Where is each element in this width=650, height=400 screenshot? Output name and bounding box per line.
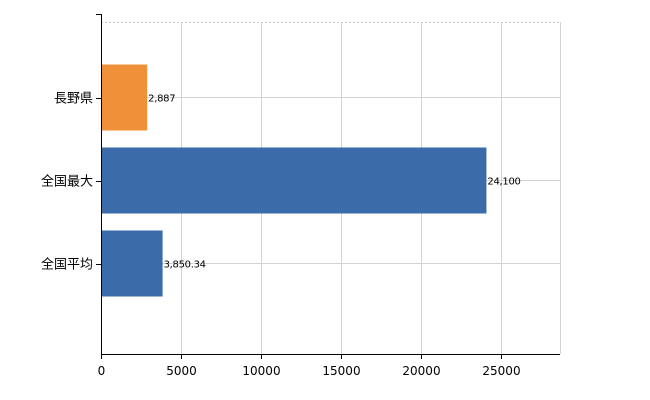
x-tick-label: 10000 (242, 364, 280, 378)
data-label: 24,100 (487, 177, 520, 188)
x-tick-label: 25000 (482, 364, 520, 378)
x-tick-label: 0 (98, 364, 106, 378)
category-label: 全国平均 (41, 257, 93, 273)
labels: 2,887 長野県 24,100 全国最大 3,850.34 全国平均 0 5000 10000… (41, 92, 521, 379)
axes (96, 14, 560, 359)
bar-0 (101, 64, 148, 131)
data-label: 3,850.34 (164, 260, 206, 271)
bars (101, 64, 487, 297)
x-tick-label: 20000 (402, 364, 440, 378)
bar-2 (101, 230, 163, 297)
category-label: 長野県 (54, 92, 93, 107)
bar-1 (101, 147, 487, 214)
x-tick-label: 15000 (322, 364, 360, 378)
x-tick-label: 5000 (166, 364, 197, 378)
category-label: 全国最大 (41, 174, 93, 190)
data-label: 2,887 (148, 94, 175, 105)
